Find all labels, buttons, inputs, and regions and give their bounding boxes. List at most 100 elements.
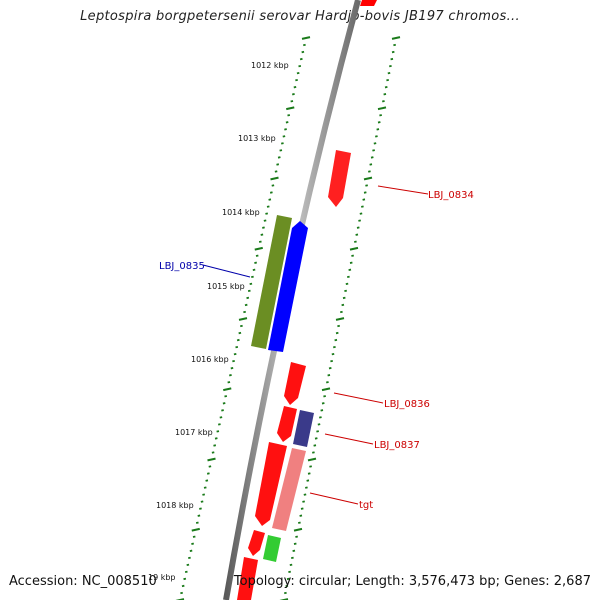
gene-label-lbj-0836[interactable]: LBJ_0836 [384,399,430,410]
minor-tick [286,577,290,581]
minor-tick [284,128,287,131]
minor-tick [358,219,361,222]
minor-tick [340,310,343,314]
minor-tick [323,395,326,398]
minor-tick [295,79,298,82]
minor-tick [365,184,368,187]
major-tick [270,176,279,181]
minor-tick [344,289,347,293]
minor-tick [300,507,304,510]
minor-tick [305,486,308,489]
gene-tgt[interactable] [272,448,306,531]
minor-tick [383,93,387,96]
minor-tick [293,86,297,89]
minor-tick [282,135,286,138]
major-tick [279,598,289,600]
minor-tick [330,360,333,363]
minor-tick [254,261,257,264]
major-tick [377,106,387,111]
major-tick [335,317,345,321]
gene-red-4[interactable] [248,530,265,556]
minor-tick [333,345,336,349]
minor-tick [258,240,262,243]
minor-tick [189,549,193,552]
minor-tick [183,577,187,581]
gene-lbj-0835[interactable] [251,215,292,349]
minor-tick [328,367,332,370]
minor-tick [355,233,359,236]
tick-label: 1017 kbp [175,428,213,437]
tick-label: 1018 kbp [156,501,194,510]
gene-lbj-0836[interactable] [284,362,306,405]
minor-tick [288,570,291,574]
minor-tick [265,212,269,215]
gene-blue[interactable] [268,221,308,352]
gene-label-lbj-0837[interactable]: LBJ_0837 [374,440,420,451]
minor-tick [377,121,381,124]
minor-tick [303,43,306,47]
minor-tick [372,149,375,152]
gene-top-partial[interactable] [360,0,377,6]
minor-tick [186,563,190,567]
minor-tick [236,338,240,342]
major-tick [391,36,401,40]
minor-tick [296,71,300,75]
gene-features[interactable] [237,0,377,600]
gene-lbj-0837[interactable] [293,410,314,447]
gene-label-tgt[interactable]: tgt [359,500,373,511]
gene-red-5[interactable] [237,557,258,600]
minor-tick [390,57,394,61]
minor-tick [312,451,315,454]
gene-label-lbj-0834[interactable]: LBJ_0834 [428,190,474,201]
gene-labels[interactable]: LBJ_0834 LBJ_0835 LBJ_0836 LBJ_0837 tgt [159,190,474,511]
minor-tick [292,549,296,552]
minor-tick [393,43,396,47]
topology-text: Topology: circular; Length: 3,576,473 bp… [233,574,591,589]
minor-tick [240,324,243,328]
gene-green[interactable] [263,535,281,562]
minor-tick [213,444,217,447]
minor-tick [229,374,232,377]
gene-red-3[interactable] [255,442,287,526]
minor-tick [376,128,380,131]
gene-label-lbj-0835[interactable]: LBJ_0835 [159,261,205,272]
minor-tick [208,465,212,468]
major-tick [286,106,295,111]
minor-tick [249,282,253,286]
minor-tick [293,542,297,545]
minor-tick [298,64,302,68]
minor-tick [348,268,352,271]
tick-label: 1014 kbp [222,208,260,217]
minor-tick [217,423,221,426]
minor-tick [181,584,185,588]
gene-red-2[interactable] [277,406,297,442]
minor-tick [299,514,303,517]
minor-tick [334,338,338,342]
tick-label: 19 kbp [148,573,176,582]
minor-tick [314,437,318,440]
accession-text: Accession: NC_008510 [9,574,157,589]
tick-label: 1016 kbp [191,355,229,364]
minor-tick [216,430,220,433]
minor-tick [359,212,363,215]
minor-tick [219,416,223,419]
minor-tick [260,233,264,236]
minor-tick [327,374,331,377]
minor-tick [289,563,293,567]
minor-tick [195,521,199,524]
minor-tick [301,50,305,54]
minor-tick [255,254,259,257]
minor-tick [320,409,324,412]
minor-tick [206,472,210,475]
minor-tick [232,360,235,363]
minor-tick [280,142,284,145]
minor-tick [354,240,357,243]
minor-tick [302,500,305,503]
minor-tick [342,296,346,300]
minor-tick [269,191,273,194]
minor-tick [252,268,256,271]
minor-tick [309,465,312,468]
minor-tick [227,381,231,384]
gene-lbj-0834[interactable] [328,150,351,207]
